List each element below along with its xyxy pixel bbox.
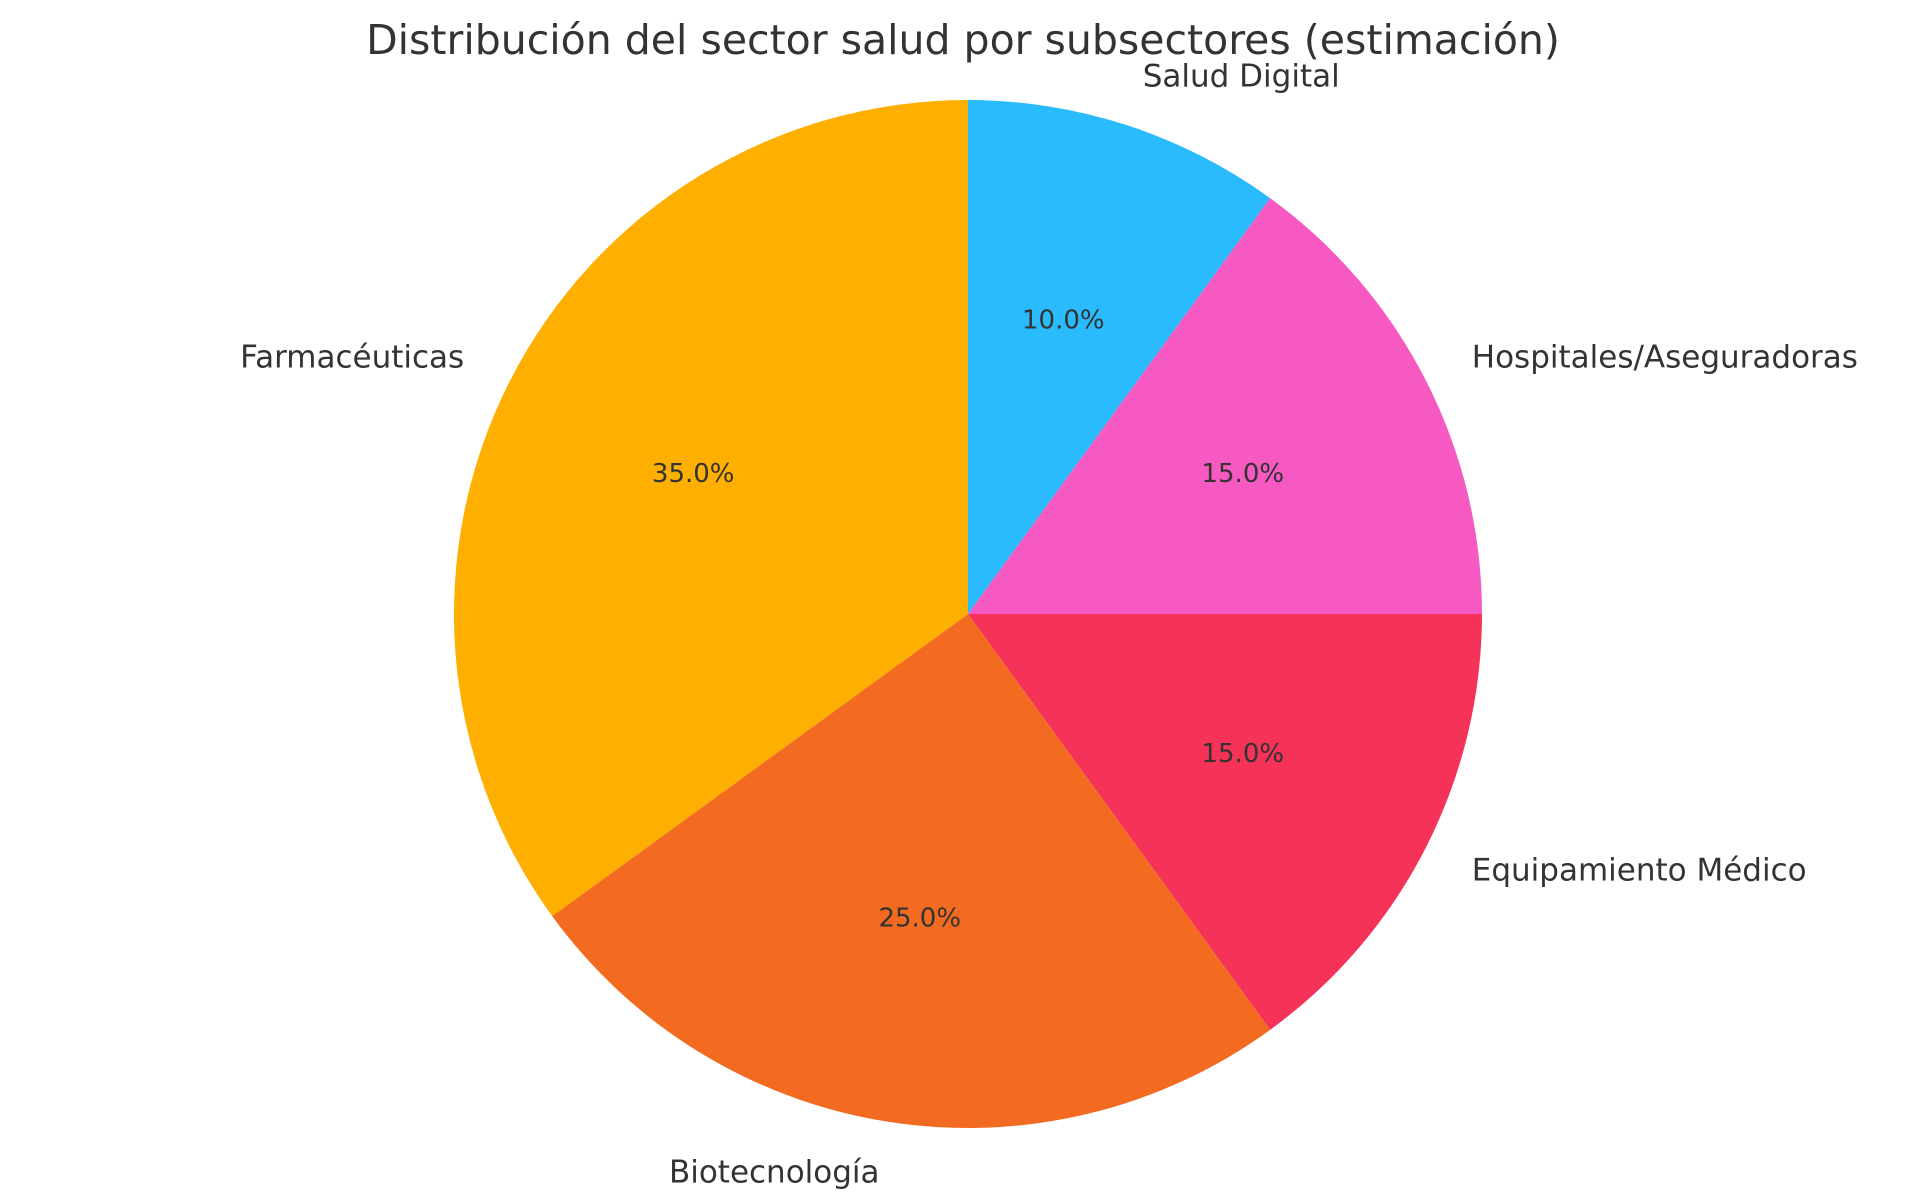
- slice-label-equipamiento-medico: Equipamiento Médico: [1472, 853, 1807, 889]
- pie-slice-hospitales-aseguradoras: [968, 198, 1482, 614]
- pie-slice-equipamiento-medico: [968, 614, 1482, 1030]
- pie-labels: Salud Digital 10.0% Hospitales/Aseguradora…: [240, 58, 1858, 1190]
- slice-label-biotecnologia: Biotecnología: [669, 1154, 880, 1190]
- pie-slice-salud-digital: [968, 100, 1271, 614]
- slice-percent-salud-digital: 10.0%: [1022, 306, 1105, 336]
- pie-slice-farmaceuticas: [454, 100, 969, 917]
- slice-percent-equipamiento-medico: 15.0%: [1201, 739, 1284, 769]
- chart-title: Distribución del sector salud por subsec…: [366, 16, 1560, 64]
- slice-percent-hospitales-aseguradoras: 15.0%: [1201, 459, 1284, 489]
- slice-label-hospitales-aseguradoras: Hospitales/Aseguradoras: [1472, 339, 1858, 375]
- slice-label-salud-digital: Salud Digital: [1143, 58, 1340, 94]
- slice-label-farmaceuticas: Farmacéuticas: [240, 339, 464, 375]
- slice-percent-biotecnologia: 25.0%: [878, 904, 961, 934]
- slice-percent-farmaceuticas: 35.0%: [652, 459, 735, 489]
- pie-slice-biotecnologia: [552, 614, 1271, 1128]
- pie-slices: [454, 100, 1482, 1128]
